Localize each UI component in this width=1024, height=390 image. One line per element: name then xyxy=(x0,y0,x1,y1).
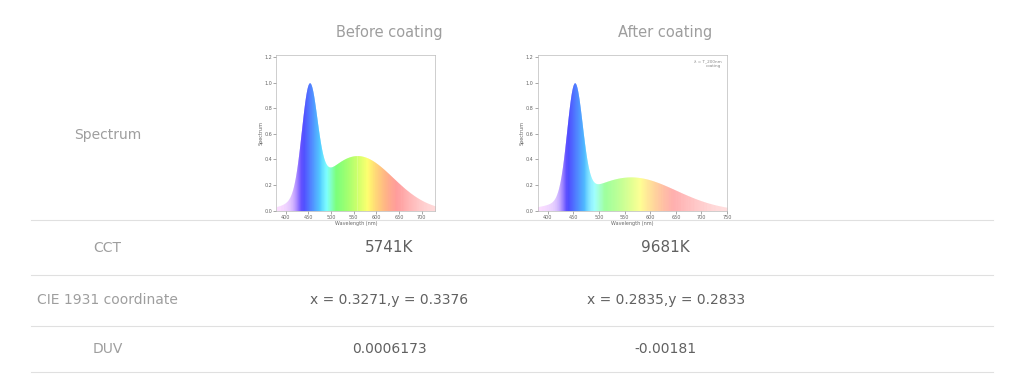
X-axis label: Wavelength (nm): Wavelength (nm) xyxy=(335,221,377,226)
Text: Before coating: Before coating xyxy=(336,25,442,40)
Y-axis label: Spectrum: Spectrum xyxy=(519,121,524,145)
Text: 0.0006173: 0.0006173 xyxy=(352,342,426,356)
Text: x = 0.2835,y = 0.2833: x = 0.2835,y = 0.2833 xyxy=(587,293,744,307)
Text: 5741K: 5741K xyxy=(365,240,414,255)
X-axis label: Wavelength (nm): Wavelength (nm) xyxy=(611,221,653,226)
Text: DUV: DUV xyxy=(92,342,123,356)
Text: x = 0.3271,y = 0.3376: x = 0.3271,y = 0.3376 xyxy=(310,293,468,307)
Text: 9681K: 9681K xyxy=(641,240,690,255)
Text: -0.00181: -0.00181 xyxy=(635,342,696,356)
Text: λ = T_200nm
coating: λ = T_200nm coating xyxy=(693,59,721,68)
Text: Spectrum: Spectrum xyxy=(74,128,141,142)
Text: CIE 1931 coordinate: CIE 1931 coordinate xyxy=(37,293,178,307)
Text: After coating: After coating xyxy=(618,25,713,40)
Text: CCT: CCT xyxy=(93,241,122,255)
Y-axis label: Spectrum: Spectrum xyxy=(258,121,263,145)
